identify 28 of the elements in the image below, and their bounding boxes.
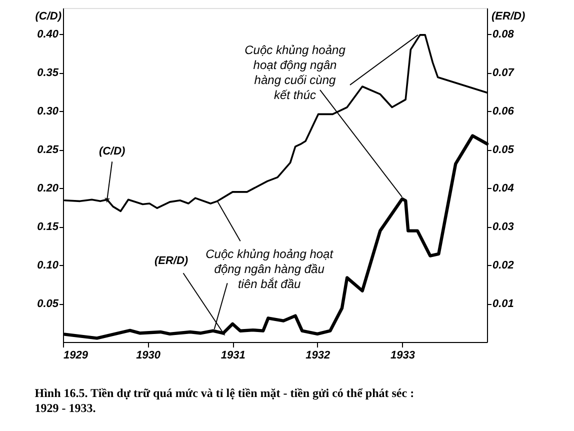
text: (C/D) bbox=[98, 146, 126, 158]
y-tick-label: 0.20 bbox=[37, 182, 60, 195]
y-axis-title: (C/D) bbox=[35, 10, 62, 22]
y2-tick-label: 0.05 bbox=[492, 144, 515, 156]
y-tick-label: 0.15 bbox=[37, 221, 60, 234]
x-tick-label: 1929 bbox=[64, 350, 89, 362]
y2-tick-label: 0.01 bbox=[492, 298, 514, 310]
annotation: Cuộc khủng hoảng hoạt động ngân hàng đầu tiên bắt đầu bbox=[206, 247, 334, 292]
y-tick-label: 0.30 bbox=[37, 106, 60, 118]
x-tick-label: 1931 bbox=[220, 350, 246, 362]
y2-tick-label: 0.03 bbox=[492, 221, 514, 234]
y-tick-label: 0.40 bbox=[37, 28, 60, 41]
text: (ER/D) bbox=[154, 255, 188, 268]
y2-tick-label: 0.07 bbox=[492, 67, 515, 80]
y2-tick-label: 0.04 bbox=[492, 182, 514, 195]
x-tick-label: 1930 bbox=[136, 350, 162, 362]
y2-tick-label: 0.02 bbox=[492, 260, 514, 272]
y-tick-label: 0.10 bbox=[37, 260, 60, 272]
y2-axis-title: (ER/D) bbox=[492, 10, 526, 22]
text: Hình 16.5. Tiền dự trữ quá mức và tỉ lệ tiền mặt - tiền gửi có thể phát séc : 1929 - 1933. bbox=[34, 386, 414, 415]
y-tick-label: 0.05 bbox=[37, 298, 60, 310]
y2-tick-label: 0.06 bbox=[492, 106, 515, 118]
y-tick-label: 0.25 bbox=[37, 144, 60, 156]
annotation: Cuộc khủng hoảng hoạt động ngân hàng cuối cùng kết thúc bbox=[244, 42, 346, 102]
x-tick-label: 1932 bbox=[306, 350, 330, 362]
y2-tick-label: 0.08 bbox=[492, 28, 515, 41]
y-tick-label: 0.35 bbox=[37, 67, 60, 80]
x-tick-label: 1933 bbox=[390, 350, 415, 362]
